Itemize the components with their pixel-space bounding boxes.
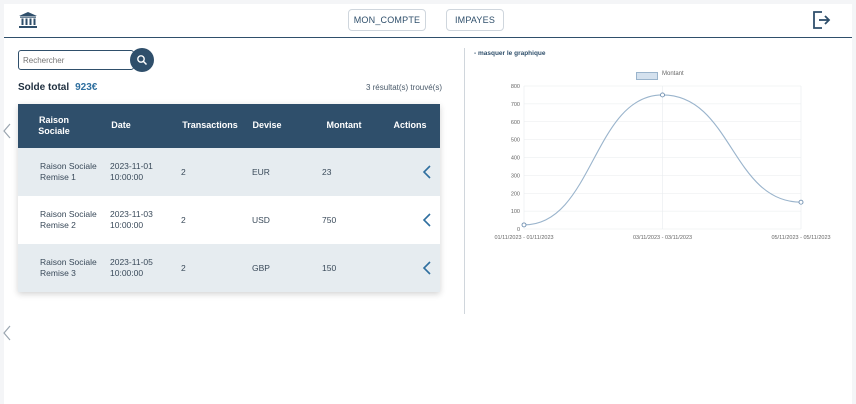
y-tick-label: 100 [511,209,520,215]
table-row[interactable]: Raison Sociale Remise 3 2023-11-05 10:00… [18,244,440,292]
data-point [798,199,804,205]
y-tick-label: 0 [517,227,520,233]
cell-transactions: 2 [181,166,186,177]
table-row[interactable]: Raison Sociale Remise 1 2023-11-01 10:00… [18,148,440,196]
x-tick-label: 01/11/2023 - 01/11/2023 [494,235,553,241]
col-montant: Montant [326,120,362,131]
y-tick-label: 800 [511,84,520,90]
legend-swatch[interactable] [636,72,658,80]
cell-date: 2023-11-05 10:00:00 [110,257,153,278]
col-transactions: Transactions [182,120,238,131]
search-icon [137,55,148,66]
cell-montant: 150 [322,262,337,273]
y-tick-label: 200 [511,191,520,197]
cell-raison: Raison Sociale Remise 3 [40,257,97,278]
data-point [521,222,527,228]
panel-divider [464,48,465,314]
chevron-left-icon[interactable] [422,260,432,276]
y-tick-label: 300 [511,173,520,179]
data-point [660,92,665,98]
x-tick-label: 03/11/2023 - 03/11/2023 [633,235,692,241]
cell-devise: EUR [252,166,270,177]
cell-raison: Raison Sociale Remise 2 [40,209,97,230]
search-button[interactable] [130,48,154,72]
bank-icon[interactable] [18,11,38,29]
chevron-left-icon[interactable] [2,122,12,140]
cell-montant: 750 [322,214,337,225]
cell-transactions: 2 [181,214,186,225]
montant-line-chart: 0 100 200 300 400 500 600 700 800 01/11/2023 - 01… [494,84,830,241]
y-tick-label: 400 [511,156,520,162]
cell-montant: 23 [322,166,332,177]
x-tick-label: 05/11/2023 - 05/11/2023 [771,235,830,241]
toggle-chart-link[interactable]: - masquer le graphique [474,50,546,57]
search-input[interactable] [18,50,134,70]
col-date: Date [111,120,131,131]
cell-transactions: 2 [181,262,186,273]
col-raison-sociale: Raison Sociale [38,114,70,136]
solde-total: Solde total 923€ [18,82,97,93]
chevron-left-icon[interactable] [422,164,432,180]
remises-table: Raison Sociale Date Transactions Devise … [18,104,440,292]
app-frame: MON_COMPTE IMPAYES Solde total 923€ 3 rés… [2,4,852,404]
table-header: Raison Sociale Date Transactions Devise … [18,104,440,148]
y-tick-label: 500 [511,138,520,144]
row-action[interactable] [422,148,436,196]
table-row[interactable]: Raison Sociale Remise 2 2023-11-03 10:00… [18,196,440,244]
logout-icon[interactable] [810,9,832,31]
col-actions: Actions [393,120,427,131]
results-count: 3 résultat(s) trouvé(s) [365,83,442,92]
top-header: MON_COMPTE IMPAYES [4,4,852,38]
chevron-left-icon[interactable] [2,324,12,342]
legend-label[interactable]: Montant [662,71,684,77]
cell-raison: Raison Sociale Remise 1 [40,161,97,182]
cell-date: 2023-11-01 10:00:00 [110,161,153,182]
y-tick-label: 700 [511,102,520,108]
cell-devise: USD [252,214,270,225]
solde-value: 923€ [75,82,98,93]
nav-impayes-button[interactable]: IMPAYES [446,9,504,31]
cell-date: 2023-11-03 10:00:00 [110,209,153,230]
row-action[interactable] [422,244,436,292]
nav-mon-compte-button[interactable]: MON_COMPTE [348,9,426,31]
col-devise: Devise [252,120,282,131]
chevron-left-icon[interactable] [422,212,432,228]
solde-label: Solde total [18,82,70,93]
cell-devise: GBP [252,262,270,273]
y-tick-label: 600 [511,120,520,126]
row-action[interactable] [422,196,436,244]
